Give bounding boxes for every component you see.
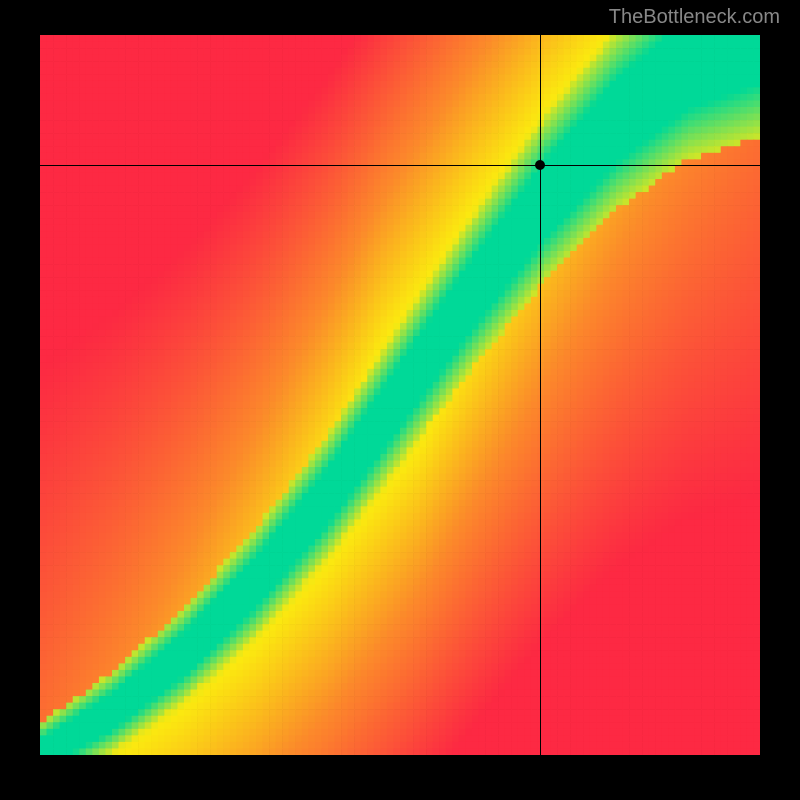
watermark-text: TheBottleneck.com [609, 6, 780, 29]
heatmap-canvas [40, 35, 760, 755]
heatmap-chart [40, 35, 760, 755]
marker-dot [535, 160, 545, 170]
crosshair-vertical [540, 35, 541, 755]
crosshair-horizontal [40, 165, 760, 166]
